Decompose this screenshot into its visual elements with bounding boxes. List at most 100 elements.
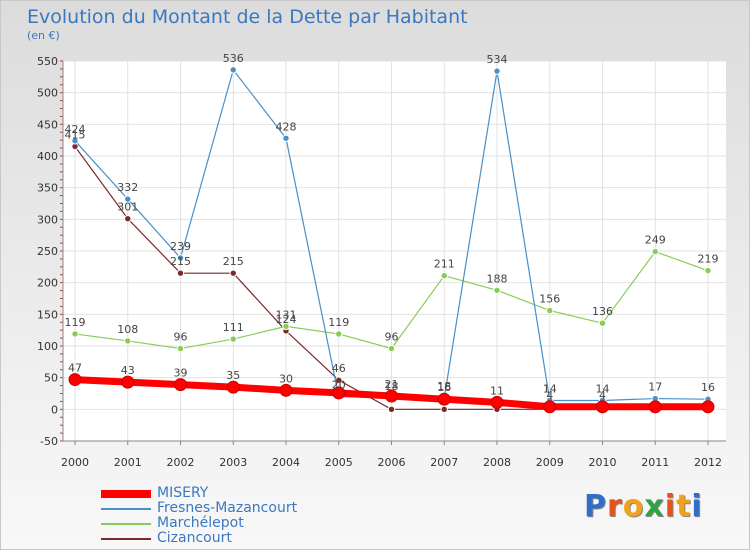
data-point [701,400,715,414]
proxiti-logo: Proxiti [584,489,703,524]
data-label: 534 [487,53,508,66]
data-point [440,272,448,280]
legend-item: MISERY [101,486,297,501]
x-tick-label: 2009 [536,456,564,469]
legend-swatch [101,537,151,540]
data-point [490,395,504,409]
data-label: 156 [539,293,560,306]
x-tick-label: 2000 [61,456,89,469]
data-label: 16 [701,381,715,394]
data-point [174,378,187,392]
data-label: 11 [490,384,504,397]
data-point [279,383,293,397]
y-tick-label: 0 [51,403,58,416]
data-label: 301 [117,201,138,214]
data-point [332,386,346,400]
data-point [335,330,343,338]
logo-letter: x [644,489,665,524]
data-point [71,330,79,338]
data-point [229,66,237,74]
y-tick-label: 400 [37,150,58,163]
logo-letter: i [664,489,677,524]
data-label: 43 [121,364,135,377]
logo-letter: t [676,489,692,524]
y-tick-label: 100 [37,340,58,353]
x-tick-label: 2005 [325,456,353,469]
data-point [121,375,135,389]
data-label: 46 [332,362,346,375]
data-label: 211 [434,258,455,271]
data-label: 35 [226,369,240,382]
data-label: 20 [332,379,346,392]
data-label: 111 [223,321,244,334]
y-tick-label: 50 [44,372,58,385]
legend-swatch [101,522,151,525]
data-point [71,137,79,145]
data-point [543,400,557,414]
data-label: 14 [543,382,557,395]
legend-swatch [101,507,151,510]
data-label: 4 [599,389,606,402]
logo-letter: P [584,489,607,524]
data-label: 215 [223,255,244,268]
data-label: 14 [596,382,610,395]
chart-subtitle: (en €) [27,29,60,42]
legend-item: Cizancourt [101,531,297,546]
data-label: 219 [698,253,719,266]
data-label: 119 [328,316,349,329]
data-label: 21 [385,378,399,391]
legend-label: MISERY [157,485,209,501]
legend-item: Fresnes-Mazancourt [101,501,297,516]
data-label: 124 [276,313,297,326]
data-point [437,392,451,406]
data-point [651,247,659,256]
x-tick-label: 2004 [272,456,300,469]
data-label: 188 [487,272,508,285]
data-label: 239 [170,240,191,253]
x-tick-label: 2006 [378,456,406,469]
y-tick-label: 350 [37,182,58,195]
x-tick-label: 2011 [641,456,669,469]
data-point [546,306,554,315]
data-label: 119 [65,316,86,329]
data-label: 96 [385,331,399,344]
chart-title: Evolution du Montant de la Dette par Hab… [27,6,468,28]
x-tick-label: 2008 [483,456,511,469]
data-label: 108 [117,323,138,336]
data-point [282,134,290,142]
x-tick-label: 2012 [694,456,722,469]
data-label: 424 [65,123,86,136]
y-tick-label: 450 [37,118,58,131]
data-point [493,286,501,294]
data-point [229,335,237,343]
data-label: 4 [546,389,553,402]
data-point [176,254,185,262]
data-point [440,405,448,414]
y-tick-label: 550 [37,55,58,68]
data-label: 332 [117,181,138,194]
legend-label: Cizancourt [157,530,232,546]
x-tick-label: 2001 [114,456,142,469]
x-tick-label: 2010 [589,456,617,469]
data-label: 18 [437,380,451,393]
data-label: 536 [223,52,244,65]
logo-letter: i [691,489,703,524]
legend-label: Marchélepot [157,515,244,531]
data-point [598,319,607,327]
x-tick-label: 2007 [430,456,458,469]
data-point [176,344,185,353]
data-point [648,400,662,414]
data-point [226,380,240,394]
data-label: 30 [279,372,293,385]
x-tick-label: 2003 [219,456,247,469]
y-tick-label: 150 [37,308,58,321]
legend-label: Fresnes-Mazancourt [157,500,298,516]
y-tick-label: 200 [37,277,58,290]
data-point [596,400,609,414]
data-label: 18 [385,380,399,393]
data-label: 131 [276,308,297,321]
data-point [387,344,396,353]
data-label: 39 [174,367,188,380]
